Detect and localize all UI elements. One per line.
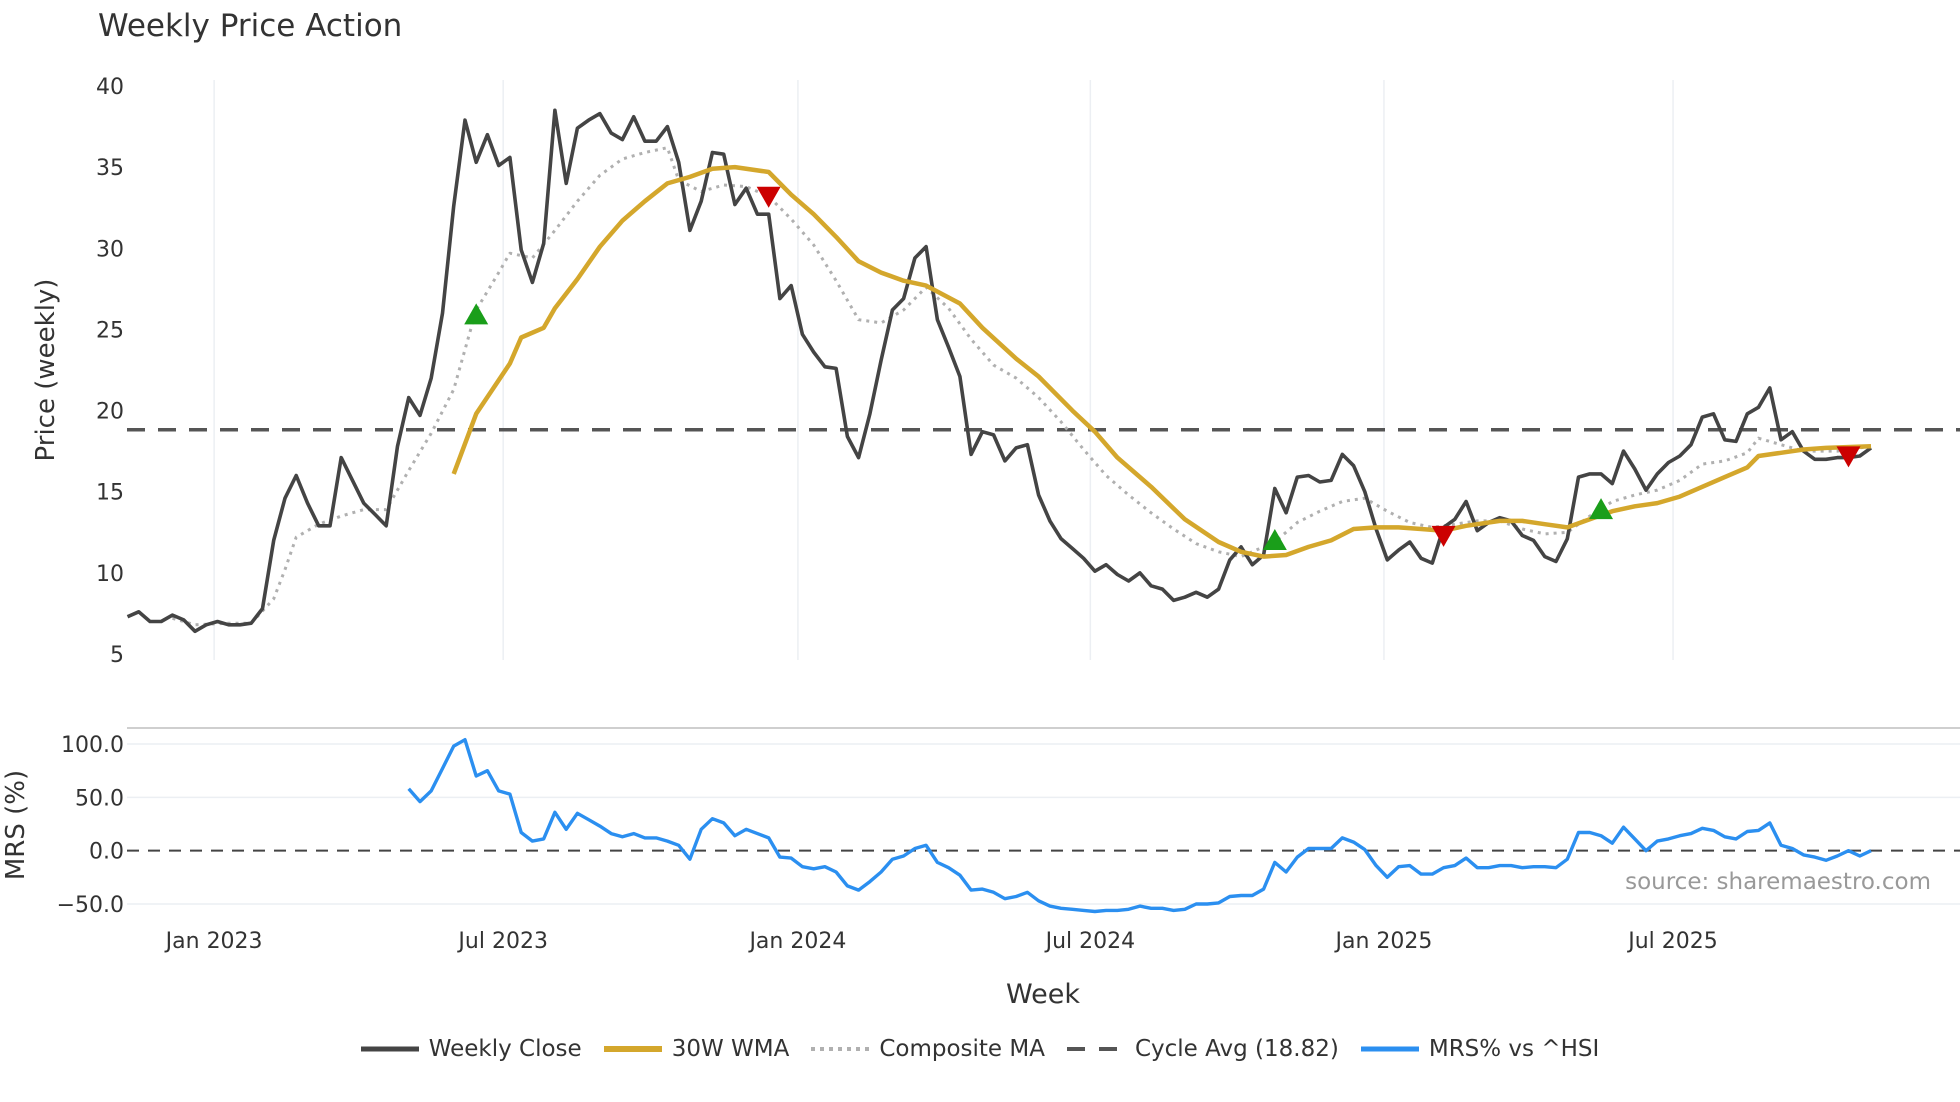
buy-signal-triangle-up (464, 303, 489, 325)
y-tick-label-price: 15 (96, 481, 124, 506)
chart-title: Weekly Price Action (98, 8, 403, 44)
y-tick-label-mrs: 0.0 (89, 840, 124, 865)
composite-ma-line (172, 146, 1872, 627)
legend-swatch-solid-blue (1360, 1046, 1419, 1052)
sell-signal-triangle-down (756, 186, 781, 208)
y-tick-label-mrs: −50.0 (57, 893, 124, 918)
legend-label: Weekly Close (428, 1036, 582, 1062)
axes: Jan 2023 Jul 2023 Jan 2024 Jul 2024 Jan 2025… (57, 75, 1718, 954)
x-tick-label: Jan 2024 (747, 929, 846, 954)
legend-swatch-dotted (811, 1047, 870, 1051)
y-tick-label-mrs: 100.0 (61, 733, 124, 758)
y-axis-title-mrs: MRS (%) (1, 770, 31, 880)
x-axis-title: Week (1006, 979, 1080, 1010)
legend-swatch-dashed (1066, 1047, 1125, 1051)
legend-item-wma[interactable]: 30W WMA (603, 1036, 790, 1062)
y-tick-label-price: 25 (96, 318, 124, 343)
y-tick-label-price: 40 (96, 75, 124, 100)
sell-signal-triangle-down (1431, 525, 1456, 547)
y-tick-label-price: 20 (96, 400, 124, 425)
wma-30w-line (451, 164, 1872, 559)
legend-label: Cycle Avg (18.82) (1134, 1036, 1339, 1062)
y-tick-label-price: 30 (96, 237, 124, 262)
x-tick-label: Jul 2023 (456, 929, 548, 954)
legend-label: 30W WMA (671, 1036, 790, 1062)
sell-signal-triangle-down (1836, 446, 1861, 468)
y-axis-title-price: Price (weekly) (31, 279, 61, 462)
y-tick-label-price: 35 (96, 156, 124, 181)
buy-signal-triangle-up (1589, 498, 1614, 520)
series-layer (126, 108, 1960, 914)
x-tick-label: Jan 2023 (164, 929, 263, 954)
legend-item-mrs[interactable]: MRS% vs ^HSI (1360, 1036, 1600, 1062)
x-tick-label: Jul 2025 (1626, 929, 1718, 954)
legend-item-weekly-close[interactable]: Weekly Close (360, 1036, 582, 1062)
mrs-line (407, 738, 1872, 914)
legend-item-cycle-avg[interactable]: Cycle Avg (18.82) (1066, 1036, 1339, 1062)
signal-markers (464, 186, 1861, 550)
legend-swatch-solid-gold (603, 1046, 662, 1052)
x-tick-label: Jan 2025 (1333, 929, 1432, 954)
weekly-close-line (126, 108, 1873, 634)
y-tick-label-price: 5 (110, 643, 124, 668)
y-tick-label-mrs: 50.0 (75, 786, 124, 811)
legend: Weekly Close 30W WMA Composite MA Cycle … (0, 1036, 1960, 1062)
source-note: source: sharemaestro.com (1625, 869, 1931, 895)
legend-swatch-solid-dark (360, 1046, 419, 1052)
y-tick-label-price: 10 (96, 562, 124, 587)
legend-label: MRS% vs ^HSI (1428, 1036, 1600, 1062)
buy-signal-triangle-up (1262, 529, 1287, 550)
x-tick-label: Jul 2024 (1044, 929, 1136, 954)
legend-item-composite-ma[interactable]: Composite MA (811, 1036, 1045, 1062)
legend-label: Composite MA (879, 1036, 1045, 1062)
